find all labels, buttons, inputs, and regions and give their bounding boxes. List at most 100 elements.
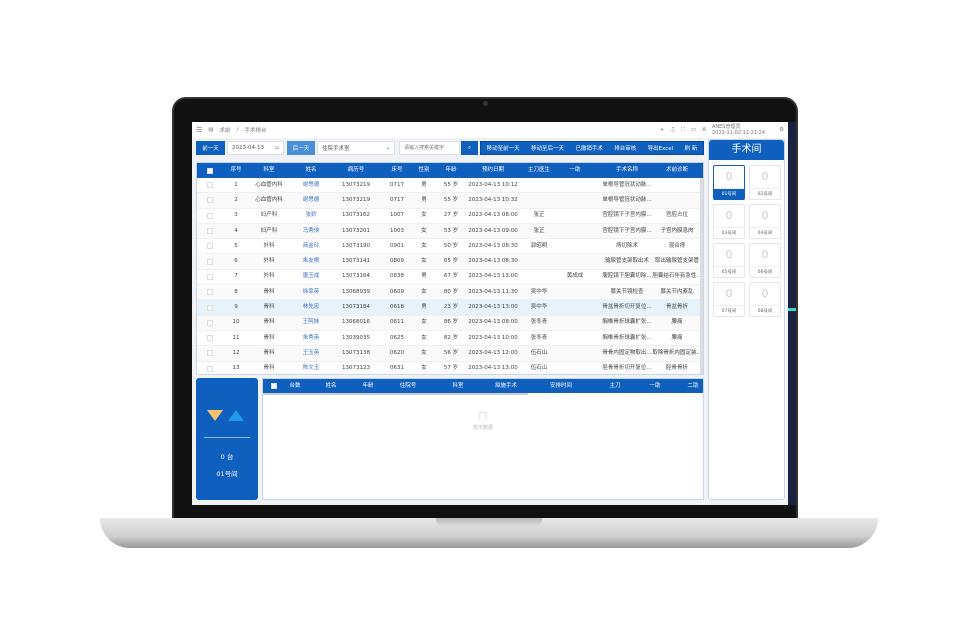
- h-scrollbar[interactable]: [263, 393, 528, 395]
- row-checkbox[interactable]: [207, 182, 213, 189]
- column-header: 主刀医生: [527, 167, 551, 173]
- table-cell: 胆囊结石伴有急性...: [652, 273, 702, 280]
- patient-name-link[interactable]: 谢思德: [302, 196, 320, 203]
- table-row[interactable]: 2 心血管内科 谢思德 13073219 0717 男 55 岁 2023-04-13 10:…: [197, 193, 701, 209]
- patient-name-link[interactable]: 王玉英: [302, 349, 320, 356]
- user-name[interactable]: ANES管理员: [711, 124, 741, 130]
- table-cell: 黄成成: [566, 273, 584, 280]
- schedule-column-header: 台数: [289, 382, 301, 389]
- table-row[interactable]: 12 骨科 王玉英 13073138 0620 女 56 岁 2023-04-13 12:00…: [197, 346, 702, 362]
- action-button[interactable]: 排台审核: [614, 146, 637, 152]
- summary-panel: 0 台 01号间: [196, 378, 258, 500]
- patient-name-link[interactable]: 王阿妹: [302, 319, 320, 326]
- row-checkbox[interactable]: [207, 228, 213, 235]
- schedule-select-all[interactable]: [271, 383, 277, 389]
- patient-name-link[interactable]: 林先忠: [302, 304, 320, 311]
- table-cell: 膝关节内紊乱: [660, 288, 694, 295]
- patient-name-link[interactable]: 商金玲: [302, 242, 320, 249]
- action-button[interactable]: 移动至后一天: [531, 146, 565, 152]
- table-cell: 2023-04-13 08:00: [468, 212, 518, 219]
- select-all-checkbox[interactable]: [207, 167, 213, 174]
- patient-name-link[interactable]: 马秀侠: [302, 227, 320, 234]
- table-cell: 痔切除术: [615, 242, 639, 249]
- table-cell: 9: [234, 304, 238, 311]
- scrollbar[interactable]: [700, 178, 703, 374]
- settings-icon[interactable]: ⚙: [779, 127, 784, 133]
- table-cell: 65 岁: [443, 258, 459, 265]
- table-row[interactable]: 3 妇产科 张娇 13073162 1007 女 27 岁 2023-04-13 08:00 张…: [197, 208, 701, 224]
- doc-icon: ▤: [208, 127, 214, 133]
- user-icon[interactable]: A: [702, 127, 706, 133]
- prev-day-button[interactable]: 前一天: [196, 141, 225, 155]
- table-row[interactable]: 4 妇产科 马秀侠 13073201 1003 女 53 岁 2023-04-13 09:00…: [197, 223, 701, 240]
- action-button[interactable]: 已撤销手术: [575, 146, 603, 152]
- room-card[interactable]: 0 06号间: [749, 243, 781, 278]
- room-card[interactable]: 0 02号间: [749, 165, 781, 200]
- table-cell: 0838: [390, 273, 404, 280]
- row-checkbox[interactable]: [207, 319, 213, 326]
- action-button[interactable]: 刷 新: [684, 146, 698, 152]
- volume-icon[interactable]: 🔈︎: [660, 126, 665, 133]
- patient-name-link[interactable]: 谢思德: [302, 181, 320, 188]
- room-card[interactable]: 0 07号间: [713, 282, 745, 317]
- table-row[interactable]: 7 外科 唐玉成 13073164 0838 男 67 岁 2023-04-13 13:00 黄…: [197, 269, 702, 286]
- row-checkbox[interactable]: [207, 289, 213, 296]
- table-row[interactable]: 11 骨科 朱秀英 13039035 0625 女 82 岁 2023-04-13 10:00…: [197, 331, 701, 347]
- row-checkbox[interactable]: [207, 197, 213, 204]
- row-checkbox[interactable]: [207, 365, 213, 372]
- table-row[interactable]: 5 外科 商金玲 13073190 0901 女 50 岁 2023-04-13 08:30 郭…: [197, 239, 701, 255]
- table-cell: 胸椎骨折球囊扩张...: [602, 334, 652, 341]
- arrow-down-icon[interactable]: [207, 410, 223, 421]
- laptop-notch: [436, 518, 542, 527]
- table-row[interactable]: 8 骨科 徐幸英 13068939 0609 女 80 岁 2023-04-13 11:30 吴…: [197, 285, 701, 301]
- room-card[interactable]: 0 05号间: [713, 243, 745, 278]
- table-body: 1 心血管内科 谢思德 13073219 0717 男 55 岁 2023-04-13 10:…: [197, 178, 703, 374]
- row-checkbox[interactable]: [207, 212, 213, 219]
- room-card[interactable]: 0 03号间: [713, 204, 745, 239]
- room-card[interactable]: 0 01号间: [713, 165, 745, 200]
- date-picker[interactable]: 2023-04-13 ▫: [227, 141, 284, 155]
- patient-name-link[interactable]: 朱秀英: [302, 334, 320, 341]
- bell-icon[interactable]: ♫: [670, 127, 676, 133]
- table-cell: 13073138: [342, 349, 370, 356]
- column-header: 病历号: [347, 167, 365, 173]
- patient-name-link[interactable]: 唐玉成: [302, 273, 320, 280]
- row-checkbox[interactable]: [207, 350, 213, 357]
- table-cell: 取出输尿管支架管: [654, 258, 700, 265]
- search-button[interactable]: ⌕: [461, 141, 478, 155]
- next-day-button[interactable]: 后一天: [287, 141, 315, 155]
- row-checkbox[interactable]: [207, 243, 213, 250]
- fullscreen-icon[interactable]: ⛶: [681, 126, 685, 133]
- table-cell: 男: [421, 273, 427, 280]
- patient-name-link[interactable]: 张娇: [305, 212, 317, 219]
- row-checkbox[interactable]: [207, 258, 213, 265]
- patient-name-link[interactable]: 陈文玉: [302, 365, 320, 372]
- lock-icon[interactable]: ▭: [690, 127, 697, 133]
- ward-select[interactable]: 住院手术室 ⌄: [317, 141, 395, 155]
- room-label: 03号间: [714, 227, 744, 238]
- row-checkbox[interactable]: [207, 304, 213, 311]
- patient-name-link[interactable]: 朱友根: [302, 258, 320, 265]
- row-checkbox[interactable]: [207, 335, 213, 342]
- table-row[interactable]: 13 骨科 陈文玉 13073123 0631 女 57 岁 2023-04-13 13:00…: [197, 361, 701, 374]
- room-card[interactable]: 0 04号间: [749, 204, 781, 239]
- action-button[interactable]: 移动至前一天: [486, 146, 520, 152]
- breadcrumb-root[interactable]: 术前: [219, 128, 231, 134]
- table-cell: 4: [234, 227, 238, 234]
- row-checkbox[interactable]: [207, 273, 213, 280]
- table-cell: 女: [421, 227, 427, 234]
- search-input[interactable]: [399, 141, 460, 155]
- table-row[interactable]: 9 骨科 林先忠 13073184 0618 男 23 岁 2023-04-13 13:00 吴…: [197, 300, 701, 316]
- table-cell: 胫骨骨折: [665, 365, 689, 372]
- arrow-up-icon[interactable]: [228, 410, 244, 421]
- table-cell: 腰痛: [671, 319, 683, 326]
- table-cell: 0717: [390, 196, 404, 203]
- table-row[interactable]: 6 外科 朱友根 13073141 0809 女 65 岁 2023-04-13 08:30 输…: [197, 254, 701, 270]
- table-row[interactable]: 1 心血管内科 谢思德 13073219 0717 男 55 岁 2023-04-13 10:…: [197, 178, 701, 194]
- menu-icon[interactable]: ☰: [196, 126, 203, 134]
- room-card[interactable]: 0 08号间: [749, 282, 781, 317]
- table-row[interactable]: 10 骨科 王阿妹 13068016 0611 女 86 岁 2023-04-13 08:00…: [197, 315, 701, 331]
- patient-name-link[interactable]: 徐幸英: [302, 288, 320, 295]
- action-button[interactable]: 导出Excel: [647, 146, 674, 152]
- camera: [483, 101, 488, 106]
